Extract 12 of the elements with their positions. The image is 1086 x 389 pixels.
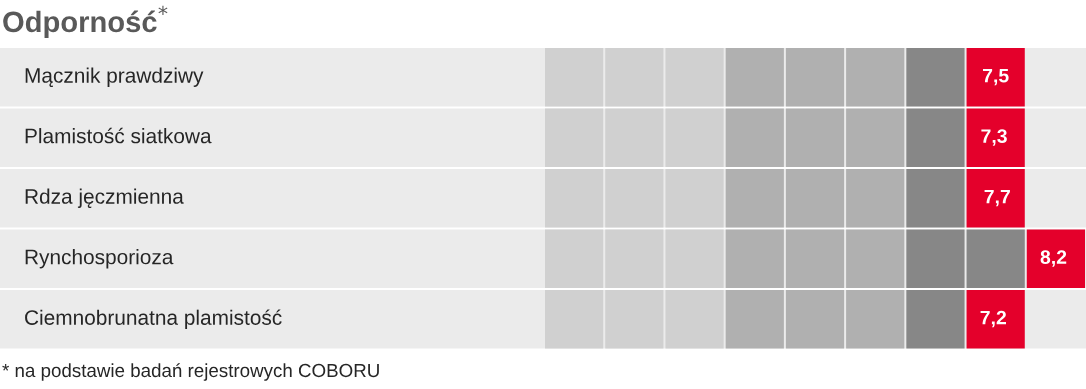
data-label: 7,5 xyxy=(982,68,1009,86)
data-label: 8,2 xyxy=(1040,250,1067,267)
category-label: Rdza jęczmienna xyxy=(25,188,184,208)
data-label: 7,2 xyxy=(980,310,1006,328)
data-label: 7,7 xyxy=(984,189,1010,207)
category-label: Mącznik prawdziwy xyxy=(25,67,204,87)
category-label: Rynchosporioza xyxy=(25,249,174,269)
data-label: 7,3 xyxy=(981,129,1007,146)
category-label: Ciemnobrunatna plamistość xyxy=(25,309,282,330)
category-label: Plamistość siatkowa xyxy=(25,127,212,144)
text: Odporność$^{*}$ xyxy=(3,5,168,39)
text: * na podstawie badań rejestrowych COBORU xyxy=(2,363,379,381)
